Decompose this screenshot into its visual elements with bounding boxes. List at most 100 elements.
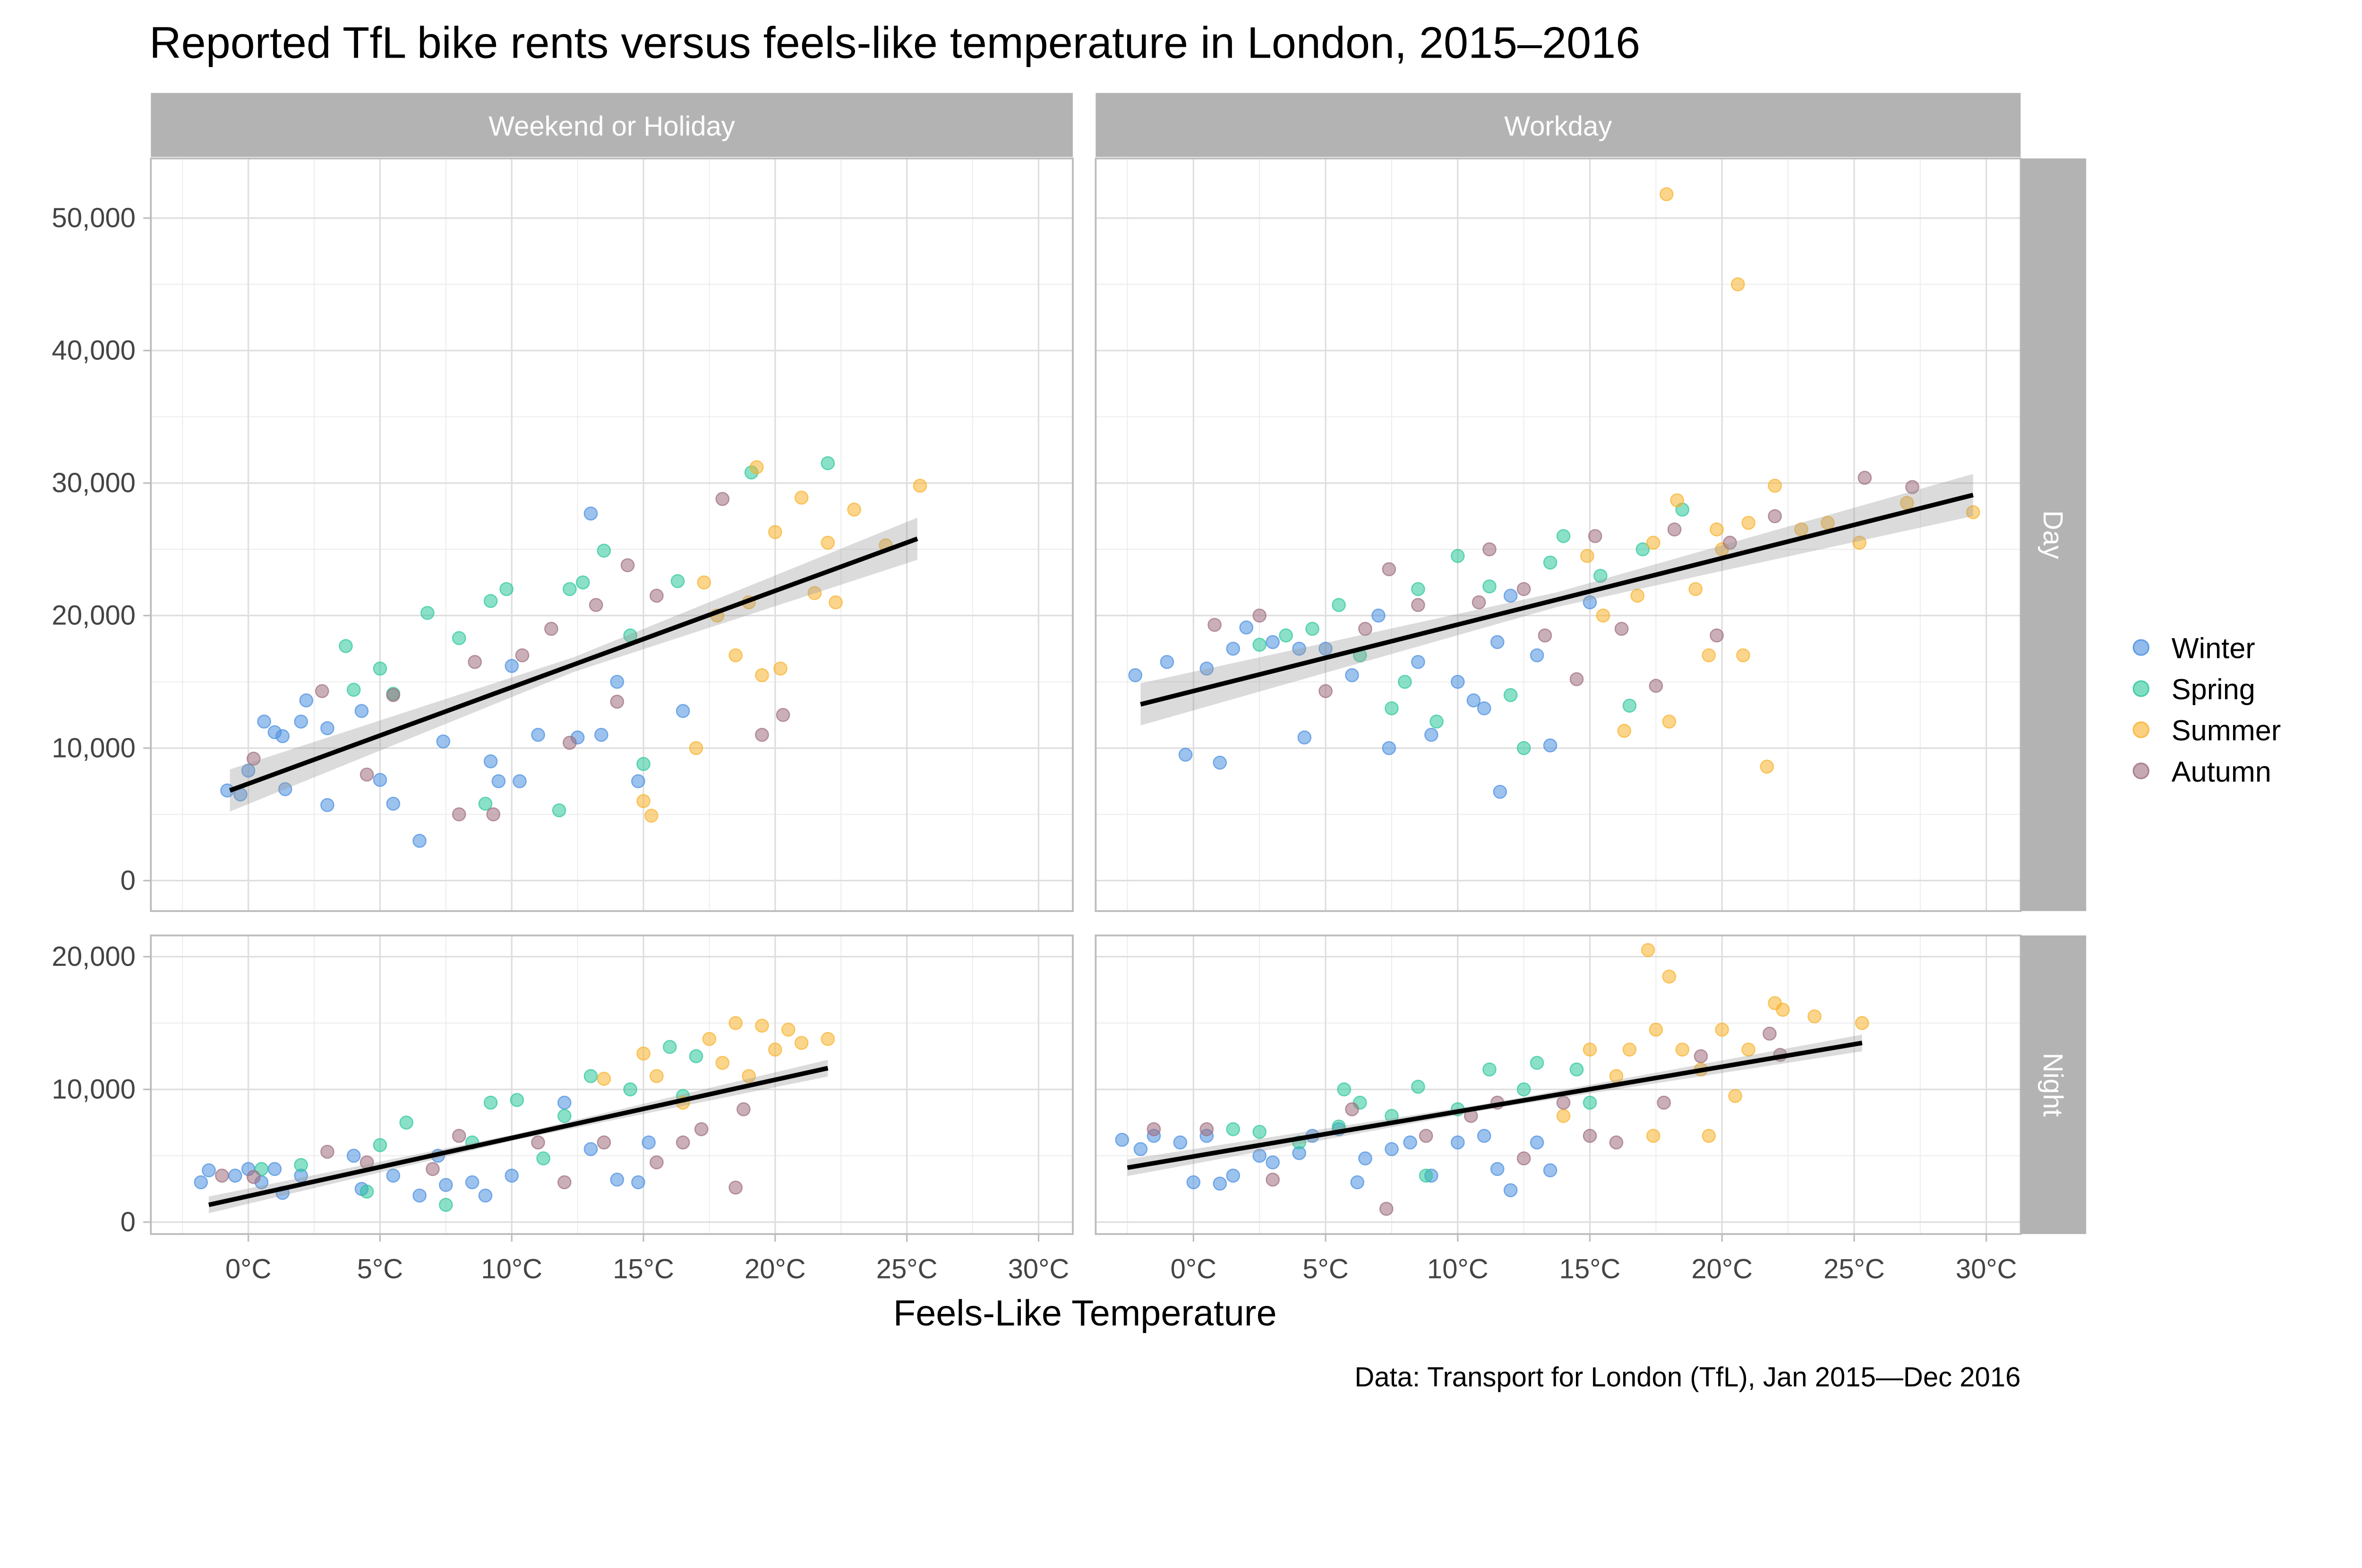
data-point-winter <box>1543 738 1558 753</box>
data-point-spring <box>1411 582 1425 597</box>
data-point-winter <box>1213 755 1227 770</box>
panels <box>150 157 2022 1235</box>
data-point-winter <box>531 728 545 742</box>
data-point-summer <box>1675 1042 1690 1057</box>
data-point-spring <box>359 1185 374 1199</box>
data-point-summer <box>768 1042 782 1057</box>
data-point-autumn <box>1358 622 1372 636</box>
data-point-winter <box>1128 668 1143 682</box>
data-point-summer <box>1728 1089 1743 1103</box>
panel-workday-day <box>1095 157 2022 912</box>
data-point-autumn <box>610 694 625 709</box>
data-point-winter <box>267 1162 282 1176</box>
data-point-autumn <box>1588 529 1602 543</box>
data-point-winter <box>1371 608 1386 623</box>
faceted-scatter-chart: Reported TfL bike rents versus feels-lik… <box>52 18 2281 1393</box>
data-point-winter <box>610 1172 625 1187</box>
data-point-spring <box>662 1040 677 1054</box>
data-point-spring <box>689 1049 703 1064</box>
y-tick-label: 10,000 <box>52 1074 136 1105</box>
data-point-summer <box>1630 588 1645 603</box>
data-point-summer <box>847 503 861 517</box>
data-point-summer <box>1855 1016 1869 1030</box>
data-point-autumn <box>1419 1129 1433 1143</box>
data-point-summer <box>1556 1108 1571 1123</box>
data-point-spring <box>478 796 493 811</box>
data-point-autumn <box>1199 1122 1214 1136</box>
data-point-autumn <box>589 598 603 612</box>
strip-right-day: Day <box>2020 158 2087 912</box>
data-point-autumn <box>676 1135 690 1150</box>
data-point-autumn <box>1345 1102 1359 1116</box>
data-point-summer <box>1596 608 1610 623</box>
data-point-autumn <box>1147 1122 1161 1136</box>
data-point-winter <box>436 734 451 749</box>
data-point-autumn <box>1516 1151 1531 1166</box>
data-point-summer <box>1649 1023 1663 1037</box>
legend-label-winter: Winter <box>2172 632 2255 665</box>
data-point-spring <box>499 582 513 597</box>
data-point-spring <box>294 1158 308 1172</box>
y-tick-label: 0 <box>120 1207 136 1237</box>
data-point-autumn <box>1609 1135 1624 1150</box>
x-axis-title: Feels-Like Temperature <box>893 1293 1277 1333</box>
data-point-autumn <box>246 751 261 766</box>
data-point-spring <box>583 1069 598 1083</box>
data-point-summer <box>913 478 927 493</box>
panel-background <box>151 158 1073 912</box>
data-point-winter <box>610 674 625 689</box>
data-point-spring <box>536 1151 551 1166</box>
data-point-summer <box>1741 1042 1756 1057</box>
strip-top-left: Weekend or Holiday <box>151 93 1073 157</box>
data-point-winter <box>1382 741 1396 755</box>
data-point-summer <box>1622 1042 1637 1057</box>
data-point-summer <box>728 648 743 663</box>
data-point-winter <box>1385 1142 1399 1156</box>
x-tick-label: 5°C <box>1302 1253 1348 1284</box>
data-point-spring <box>557 1108 572 1123</box>
data-point-autumn <box>1569 672 1584 686</box>
data-point-autumn <box>1482 542 1497 556</box>
data-point-winter <box>1530 648 1544 663</box>
data-point-autumn <box>1207 618 1222 632</box>
data-point-winter <box>1266 635 1280 649</box>
data-point-summer <box>636 1046 650 1061</box>
data-point-summer <box>1702 1129 1716 1143</box>
data-point-summer <box>1702 648 1716 663</box>
data-point-autumn <box>315 684 329 699</box>
data-point-autumn <box>386 688 401 702</box>
data-point-autumn <box>694 1122 709 1136</box>
data-point-autumn <box>1382 562 1396 577</box>
data-point-spring <box>563 582 577 597</box>
data-point-summer <box>750 460 764 475</box>
data-point-summer <box>1646 1129 1660 1143</box>
data-point-autumn <box>515 648 530 663</box>
data-point-spring <box>636 757 650 771</box>
data-point-winter <box>483 754 498 768</box>
data-point-autumn <box>1694 1049 1708 1064</box>
strip-background <box>2020 935 2087 1234</box>
data-point-summer <box>715 1056 730 1070</box>
data-point-autumn <box>468 655 482 669</box>
legend-label-spring: Spring <box>2172 673 2255 706</box>
data-point-winter <box>1490 635 1505 649</box>
data-point-autumn <box>1583 1129 1597 1143</box>
strip-background <box>151 93 1073 157</box>
data-point-winter <box>1466 693 1481 707</box>
data-point-winter <box>583 506 598 521</box>
data-point-autumn <box>1667 522 1682 537</box>
data-point-summer <box>1670 493 1684 508</box>
data-point-spring <box>1337 1082 1352 1097</box>
data-point-spring <box>1593 569 1608 583</box>
data-point-winter <box>1530 1135 1544 1150</box>
x-tick-label: 30°C <box>1008 1253 1070 1284</box>
panel-weekend-or-holiday-night <box>150 934 1074 1235</box>
data-point-autumn <box>452 807 466 822</box>
data-point-winter <box>1178 748 1193 762</box>
data-point-summer <box>1966 505 1980 520</box>
data-point-winter <box>1297 730 1312 745</box>
data-point-autumn <box>1710 628 1724 643</box>
data-point-autumn <box>776 707 790 722</box>
data-point-spring <box>420 605 435 620</box>
data-point-winter <box>505 659 519 673</box>
